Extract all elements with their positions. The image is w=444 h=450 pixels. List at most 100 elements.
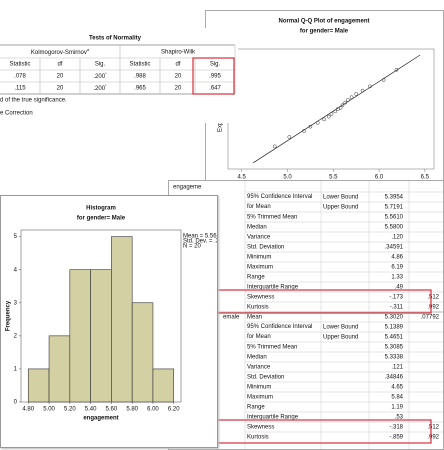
stat-name: Range <box>247 405 265 411</box>
x-tick-label: 5.20 <box>64 407 76 413</box>
bar <box>131 302 154 403</box>
stat-name: Minimum <box>247 255 271 261</box>
stat-name: Std. Deviation <box>247 375 284 381</box>
table-title: Tests of Normality <box>89 36 142 42</box>
stat-name: Median <box>247 355 267 361</box>
y-tick-label: 2 <box>14 333 18 339</box>
statistic: .34591 <box>385 245 404 251</box>
normality-panel: Tests of Normality Kolmogorov-Smirnova Sha… <box>0 28 238 123</box>
cell: .988 <box>134 74 146 80</box>
footnote: d of the true significance. <box>0 98 67 104</box>
statistic: 1.33 <box>391 275 403 281</box>
cell: .647 <box>209 86 221 92</box>
highlight-box <box>192 57 235 95</box>
histogram-chart: Histogram for gender= Male 0 1 2 3 4 5 4.80 5.00 5… <box>6 206 217 422</box>
stat-name: Variance <box>247 365 271 371</box>
legend-text: Mean = 5.56 <box>183 234 217 240</box>
y-tick-label: 3 <box>14 300 18 306</box>
cell: 20 <box>175 74 182 80</box>
bar <box>27 368 50 403</box>
x-tick-label: 5.40 <box>85 407 97 413</box>
stat-name: 95% Confidence Interval for Mean <box>247 324 313 340</box>
std-error: .512 <box>427 425 439 431</box>
cell: .115 <box>14 86 26 92</box>
normality-table: Tests of Normality Kolmogorov-Smirnova Sha… <box>0 36 236 117</box>
cell: .995 <box>209 74 221 80</box>
std-error: .512 <box>427 295 439 301</box>
x-tick-label: 5.60 <box>106 407 118 413</box>
statistic: 5.84 <box>391 395 403 401</box>
chart-subtitle: for gender= Male <box>77 216 126 222</box>
column-header: Statistic <box>9 62 30 68</box>
column-header: df <box>57 62 62 68</box>
cell: .965 <box>134 86 146 92</box>
x-tick-label: 4.80 <box>22 407 34 413</box>
qq-point <box>315 120 320 125</box>
y-axis-label: Frequency <box>6 300 12 331</box>
stat-name: Kurtosis <box>247 435 269 441</box>
qq-subtitle: for gender= Male <box>300 29 349 35</box>
stat-cell: 95% Confidence Interval for Mean <box>247 194 312 210</box>
statistic: 1.19 <box>391 405 403 411</box>
stat-name: Skewness <box>247 295 274 301</box>
qq-point <box>368 84 372 89</box>
stat-name: Maximum <box>247 395 273 401</box>
column-header: Statistic <box>129 62 150 68</box>
x-tick-label: 5.80 <box>126 407 138 413</box>
stat-name: Kurtosis <box>247 305 269 311</box>
stat-name: Interquartile Range <box>247 285 299 291</box>
statistic: -.859 <box>389 435 403 441</box>
statistic: 5.3020 <box>385 315 404 321</box>
qq-point <box>302 129 306 133</box>
qq-point <box>326 114 331 119</box>
x-tick-label: 5.5 <box>329 175 338 181</box>
statistic: .49 <box>395 285 404 291</box>
reference-line <box>252 54 421 164</box>
qq-point <box>360 88 365 93</box>
x-tick-label: 6.0 <box>375 175 384 181</box>
footnote: e Correction <box>0 111 33 117</box>
statistic: 5.1389 <box>385 325 404 331</box>
qq-point <box>343 100 348 105</box>
x-tick-label: 6.20 <box>168 407 180 413</box>
bar <box>111 236 133 403</box>
qq-point <box>346 98 350 102</box>
x-tick-label: 5.0 <box>283 175 292 181</box>
qq-point <box>349 95 354 100</box>
statistic: 6.19 <box>391 265 403 271</box>
qq-point <box>394 67 399 72</box>
bar <box>90 269 112 403</box>
group-name: Kolmogorov-Smirnov <box>31 50 87 56</box>
cell: 20 <box>57 74 64 80</box>
chart-title: Histogram <box>86 206 116 212</box>
qq-point <box>381 78 386 82</box>
group-label: emale <box>223 315 240 321</box>
statistic: 5.4651 <box>385 335 404 341</box>
statistic: 4.65 <box>391 385 403 391</box>
column-header: df <box>175 62 180 68</box>
statistic: .34846 <box>385 375 404 381</box>
stat-name: 5% Trimmed Mean <box>247 345 297 351</box>
qq-point <box>338 105 343 110</box>
cell: .078 <box>14 74 26 80</box>
stat-name: 5% Trimmed Mean <box>247 215 297 221</box>
qq-point <box>308 124 313 129</box>
statistic: -.311 <box>390 305 404 311</box>
bound-label: Lower Bound <box>323 325 358 331</box>
x-axis-label: engagement <box>83 416 118 422</box>
qq-title: Normal Q-Q Plot of engagement <box>278 19 369 25</box>
bound-label: Upper Bound <box>323 335 358 341</box>
y-tick-label: 0 <box>14 400 18 406</box>
qq-point <box>354 92 359 96</box>
bar <box>69 269 91 403</box>
statistic: 5.3954 <box>385 195 404 201</box>
column-header: Sig. <box>95 62 106 68</box>
variable-label: engageme <box>173 185 202 191</box>
column-header: Sig. <box>210 62 221 68</box>
statistic: -.318 <box>389 425 403 431</box>
stat-cell: 95% Confidence Interval for Mean <box>247 324 313 340</box>
y-tick-label: 1 <box>14 367 18 373</box>
statistic: .53 <box>395 415 404 421</box>
qq-point <box>322 117 326 122</box>
